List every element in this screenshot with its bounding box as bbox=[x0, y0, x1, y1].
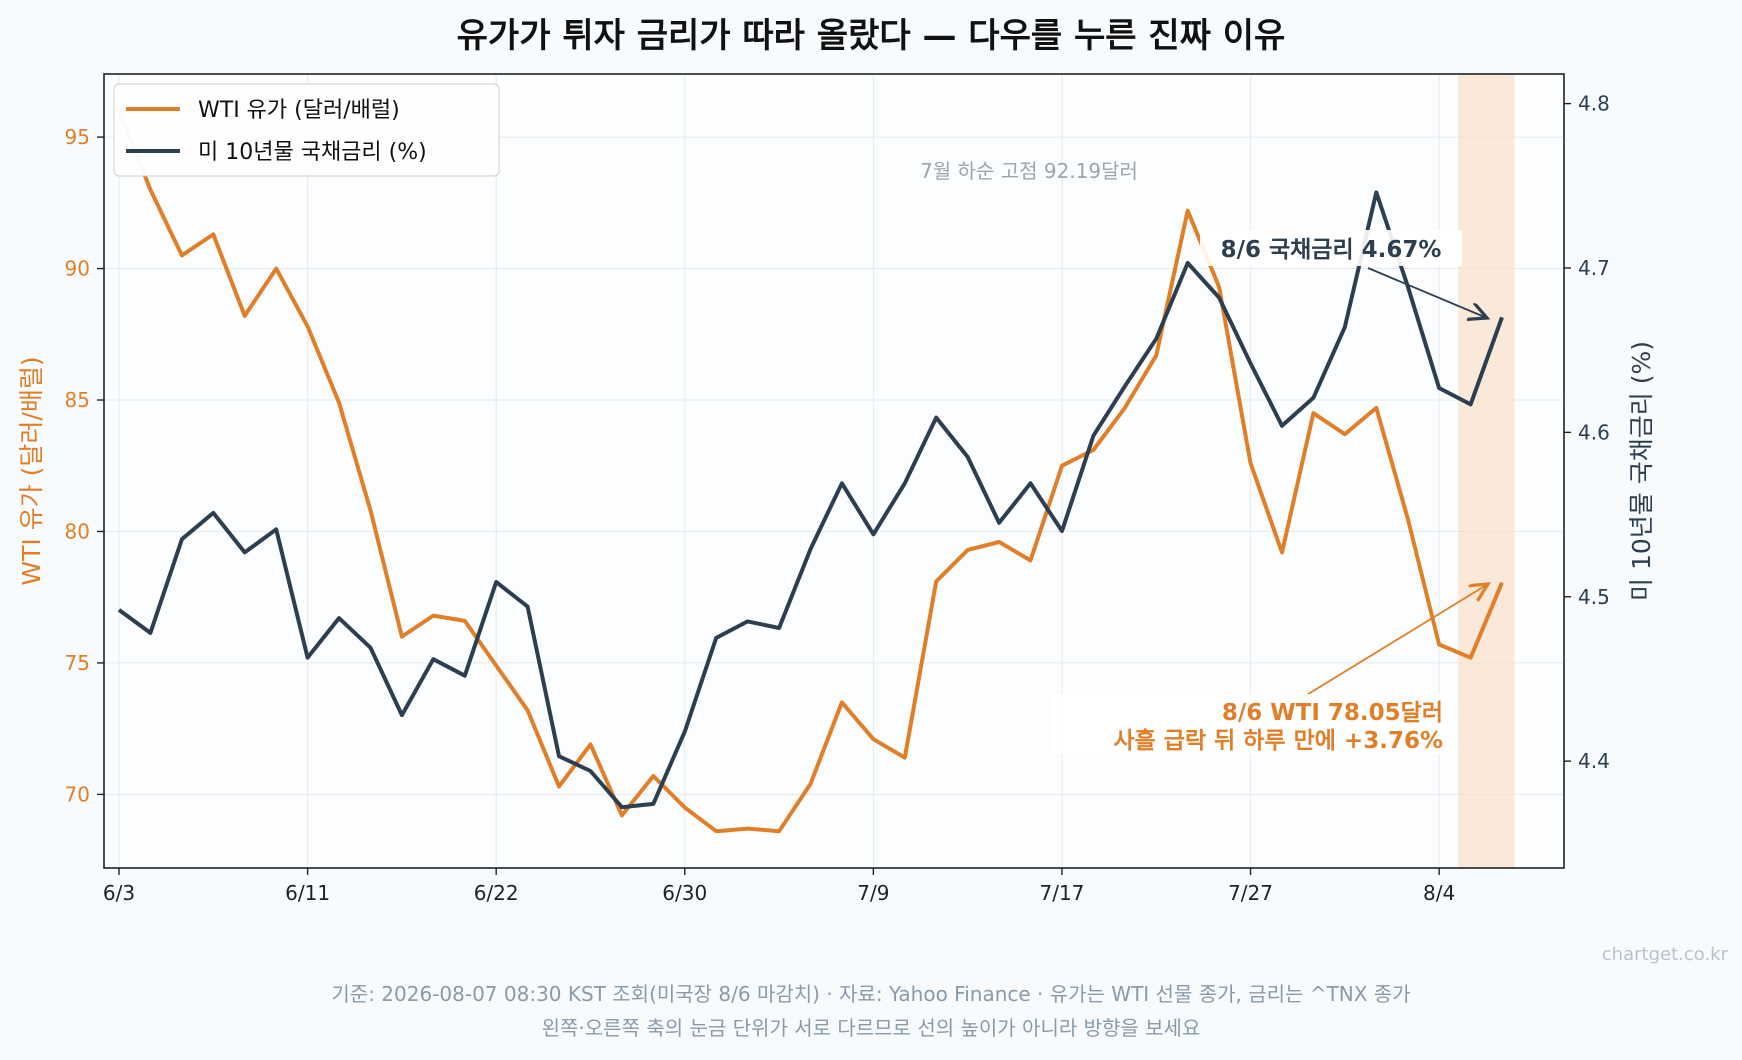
right-tick-label: 4.6 bbox=[1578, 420, 1610, 444]
footer-source-note: 기준: 2026-08-07 08:30 KST 조회(미국장 8/6 마감치)… bbox=[331, 982, 1411, 1006]
watermark: chartget.co.kr bbox=[1601, 944, 1728, 965]
x-tick-label: 7/17 bbox=[1039, 881, 1084, 905]
x-tick-label: 7/9 bbox=[857, 881, 889, 905]
rate-annotation-arrow bbox=[1367, 267, 1487, 318]
rate-annotation: 8/6 국채금리 4.67% bbox=[1221, 237, 1442, 263]
right-tick-label: 4.5 bbox=[1578, 585, 1610, 609]
left-tick-label: 70 bbox=[65, 782, 90, 806]
legend-label-rate: 미 10년물 국채금리 (%) bbox=[198, 140, 427, 165]
treasury-rate-series-line bbox=[117, 190, 1504, 810]
footer-axis-note: 왼쪽·오른쪽 축의 눈금 단위가 서로 다르므로 선의 높이가 아니라 방향을 … bbox=[541, 1016, 1201, 1040]
wti-oil-series-line bbox=[117, 110, 1504, 834]
peak-annotation: 7월 하순 고점 92.19달러 bbox=[920, 159, 1138, 183]
oil-annotation-arrow bbox=[1304, 584, 1488, 697]
left-tick-label: 85 bbox=[65, 388, 90, 412]
legend: WTI 유가 (달러/배럴) 미 10년물 국채금리 (%) bbox=[113, 83, 500, 177]
x-tick-label: 8/4 bbox=[1423, 881, 1455, 905]
right-axis-label: 미 10년물 국채금리 (%) bbox=[1627, 341, 1656, 601]
left-tick-label: 95 bbox=[65, 125, 90, 149]
x-tick-label: 7/27 bbox=[1228, 881, 1273, 905]
left-axis-ticks: 70 75 80 85 90 95 bbox=[65, 125, 104, 806]
x-tick-label: 6/11 bbox=[285, 881, 330, 905]
plot-frame bbox=[103, 73, 1565, 869]
oil-annotation-line1: 8/6 WTI 78.05달러 bbox=[1222, 700, 1443, 726]
highlight-band bbox=[1457, 74, 1515, 868]
left-tick-label: 90 bbox=[65, 257, 90, 281]
legend-label-oil: WTI 유가 (달러/배럴) bbox=[198, 98, 400, 123]
right-axis-ticks: 4.4 4.5 4.6 4.7 4.8 bbox=[1564, 92, 1610, 773]
right-tick-label: 4.4 bbox=[1578, 749, 1610, 773]
x-axis-ticks: 6/3 6/11 6/22 6/30 7/9 7/17 7/27 8/4 bbox=[103, 868, 1455, 905]
x-tick-label: 6/22 bbox=[474, 881, 519, 905]
left-tick-label: 80 bbox=[65, 519, 90, 543]
left-axis-label: WTI 유가 (달러/배럴) bbox=[17, 356, 46, 585]
oil-annotation-bg bbox=[1052, 694, 1446, 754]
left-tick-label: 75 bbox=[65, 651, 90, 675]
right-tick-label: 4.8 bbox=[1578, 92, 1610, 116]
oil-annotation-line2: 사흘 급락 뒤 하루 만에 +3.76% bbox=[1113, 728, 1443, 754]
page-title: 유가가 튀자 금리가 따라 올랐다 — 다우를 누른 진짜 이유 bbox=[456, 16, 1286, 56]
x-tick-label: 6/3 bbox=[103, 881, 135, 905]
x-tick-label: 6/30 bbox=[662, 881, 707, 905]
right-tick-label: 4.7 bbox=[1578, 256, 1610, 280]
rate-annotation-bg bbox=[1200, 230, 1462, 266]
